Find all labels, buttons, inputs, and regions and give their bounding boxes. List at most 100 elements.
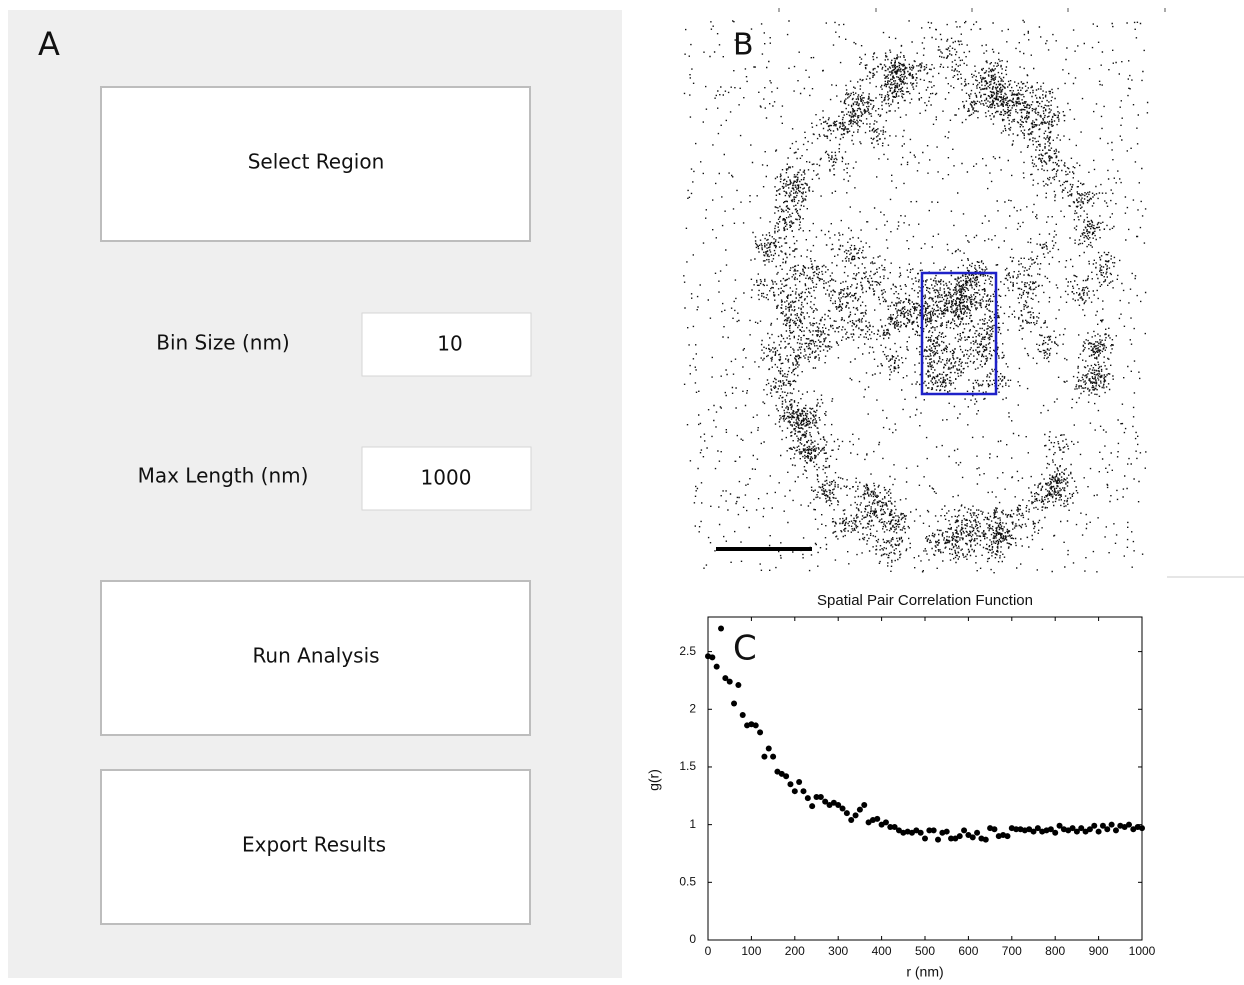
x-tick-label: 0 [705,944,712,958]
panel-label: B [733,28,754,63]
button-label[interactable]: Run Analysis [252,644,379,668]
data-point [1139,825,1145,832]
data-point [982,836,989,843]
button-label[interactable]: Export Results [242,833,386,857]
button-label[interactable]: Select Region [248,150,385,174]
x-tick-label: 500 [915,944,935,958]
y-tick-label: 0.5 [679,874,696,888]
data-point [943,828,950,835]
data-point [843,810,850,817]
data-point [1104,826,1111,833]
data-point [726,678,733,685]
data-point [809,803,816,810]
data-point [1099,822,1106,829]
data-point [917,829,924,836]
run-button[interactable]: Run Analysis [100,580,531,736]
data-point [1052,829,1059,836]
chart-title: Spatial Pair Correlation Function [817,592,1033,609]
bin-size-input[interactable] [361,312,532,377]
data-point [765,745,772,752]
data-point [1004,833,1011,840]
y-tick-label: 2.5 [679,644,696,658]
data-point [1086,826,1093,833]
data-point [1125,821,1132,828]
data-point [796,778,803,785]
button-bg[interactable] [100,86,531,242]
localization-image [683,8,1244,578]
x-tick-label: 300 [828,944,848,958]
data-point [1069,825,1076,832]
data-point [956,833,963,840]
y-axis-label: g(r) [646,769,662,791]
image-ticks [778,8,1166,12]
data-point [783,773,790,780]
data-point [787,781,794,788]
export-button[interactable]: Export Results [100,769,531,925]
data-point [761,753,768,760]
x-axis-label: r (nm) [906,964,943,980]
data-point [1056,822,1063,829]
data-point [1013,826,1020,833]
data-point [935,836,942,843]
data-point [791,788,798,795]
x-tick-label: 700 [1002,944,1022,958]
data-point [839,805,846,812]
data-point [882,819,889,826]
data-point [974,829,981,836]
data-point [922,835,928,842]
button-bg[interactable] [100,580,531,736]
data-point [735,682,742,689]
max-length-input[interactable] [361,446,532,511]
y-tick-label: 0 [689,932,696,946]
y-tick-label: 1 [689,817,696,831]
data-point [1047,826,1054,833]
field-label: Max Length (nm) [138,464,309,488]
data-point [709,654,716,661]
data-point [1034,825,1041,832]
data-point [1112,827,1119,834]
data-point [800,788,807,795]
data-point [718,625,725,632]
data-point [848,817,855,824]
data-point [969,834,976,841]
plot-frame [707,616,1143,941]
data-point [961,827,968,834]
data-point [1078,825,1085,832]
data-point [1108,821,1115,828]
field-label: Bin Size (nm) [156,331,290,355]
data-point [757,729,764,736]
x-tick-label: 200 [785,944,805,958]
data-point [1091,822,1098,829]
data-point [948,835,955,842]
panel-label: A [38,25,60,63]
selected-region [920,271,998,396]
data-point [887,823,894,830]
data-point [930,827,937,834]
input-value[interactable]: 10 [437,332,462,356]
data-point [722,675,729,682]
data-point [1030,828,1037,835]
data-point [1073,828,1080,835]
select-button[interactable]: Select Region [100,86,531,242]
panel-label: C [733,629,757,669]
data-point [991,826,998,833]
data-point [813,793,820,800]
input-value[interactable]: 1000 [421,466,472,490]
data-point [817,793,824,800]
x-tick-label: 400 [872,944,892,958]
x-tick-label: 800 [1045,944,1065,958]
data-point [856,806,863,813]
x-tick-label: 1000 [1129,944,1156,958]
button-bg[interactable] [100,769,531,925]
data-point [739,712,746,719]
x-tick-label: 600 [958,944,978,958]
data-point [822,798,829,805]
data-point [835,802,842,809]
data-point [1095,828,1102,835]
data-point [874,815,881,822]
data-point [752,722,759,729]
x-tick-label: 900 [1089,944,1109,958]
data-point [926,827,933,834]
